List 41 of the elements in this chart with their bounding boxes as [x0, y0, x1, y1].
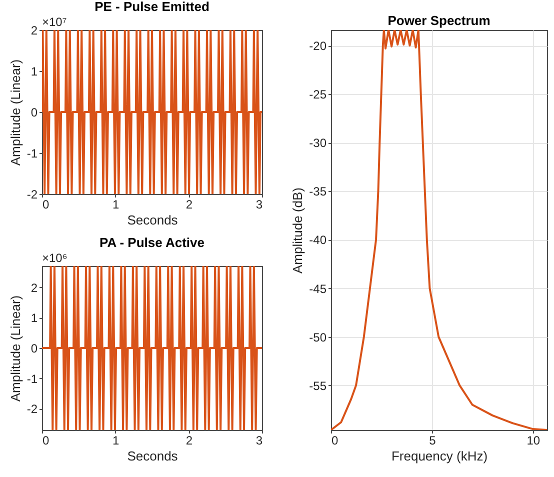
x-tick-label: 3	[256, 434, 263, 448]
chart-title: PE - Pulse Emitted	[94, 0, 210, 14]
y-tick-label: 2	[30, 280, 38, 295]
y-tick-label: -55	[309, 378, 327, 393]
y-tick-label: 2	[30, 24, 38, 38]
y-tick-label: -20	[309, 39, 327, 54]
chart-title: PA - Pulse Active	[100, 235, 204, 250]
x-tick-label: 2	[186, 198, 193, 212]
y-tick-label: -50	[309, 330, 327, 344]
y-tick-label: -2	[26, 188, 38, 202]
y-tick-label: -2	[26, 402, 38, 416]
y-tick-label: -45	[309, 282, 327, 296]
y-tick-label: 1	[30, 311, 38, 326]
y-axis-title: Amplitude (Linear)	[8, 59, 23, 166]
x-tick-label: 0	[42, 198, 50, 212]
y-tick-label: -30	[309, 136, 327, 150]
y-tick-label: 0	[30, 106, 38, 120]
x-tick-label: 3	[256, 198, 263, 212]
y-tick-label: -25	[309, 88, 327, 102]
y-tick-label: -35	[309, 184, 327, 199]
y-tick-label: 1	[30, 64, 38, 78]
x-axis-title: Frequency (kHz)	[391, 448, 488, 464]
text: ×10⁶	[42, 251, 68, 265]
chart-title: Power Spectrum	[388, 13, 490, 28]
y-tick-label: -1	[26, 372, 38, 386]
y-axis-title: Amplitude (dB)	[290, 188, 306, 274]
x-tick-label: 1	[112, 434, 120, 448]
y-axis-title: Amplitude (Linear)	[8, 295, 23, 402]
text: ×10⁷	[42, 15, 67, 29]
x-tick-label: 10	[526, 434, 540, 448]
x-tick-label: 0	[332, 434, 338, 448]
y-tick-label: -40	[309, 233, 327, 248]
x-tick-label: 5	[429, 434, 436, 448]
x-tick-label: 2	[186, 434, 193, 448]
x-tick-label: 0	[42, 434, 50, 448]
x-axis-title: Seconds	[127, 448, 178, 464]
y-tick-label: -1	[26, 146, 38, 160]
x-axis-title: Seconds	[127, 212, 178, 228]
line-series	[331, 30, 547, 430]
x-tick-label: 1	[112, 198, 120, 212]
y-tick-label: 0	[30, 342, 38, 356]
